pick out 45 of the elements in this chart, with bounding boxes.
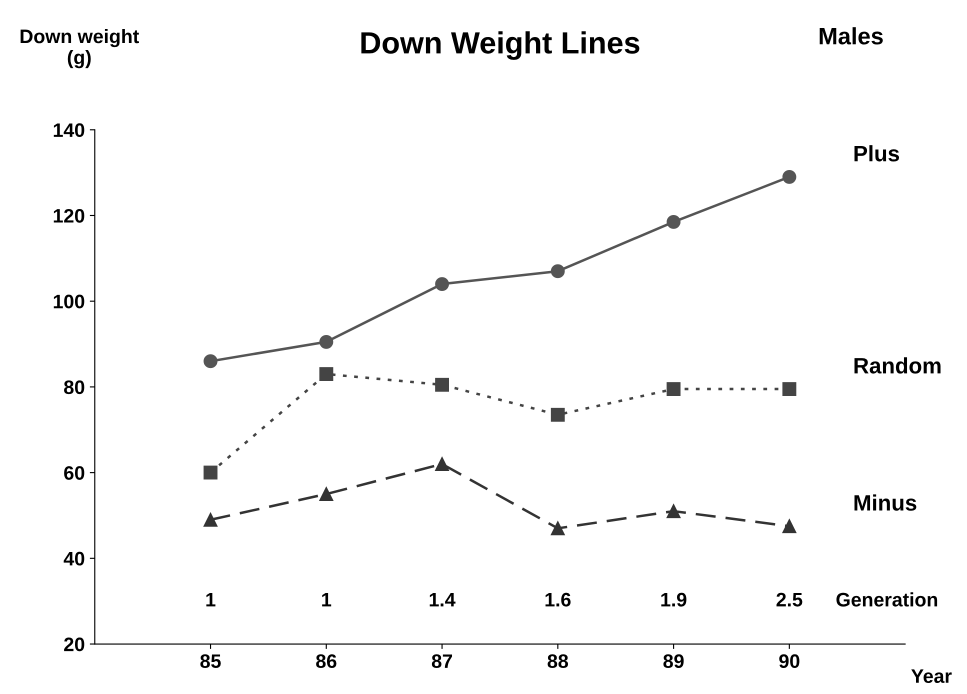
point: [204, 512, 218, 527]
x-tick-label: 87: [432, 654, 452, 668]
point: [550, 521, 565, 536]
text: Random: [854, 357, 941, 374]
point: [435, 277, 449, 291]
point: [782, 519, 796, 534]
point: [666, 214, 681, 229]
x-tick-label: 86: [316, 654, 336, 668]
point: [204, 354, 218, 368]
x-tick-label: 85: [200, 654, 221, 668]
point: [319, 334, 334, 349]
annotation: 2.5: [776, 592, 802, 607]
point: [319, 367, 334, 381]
y-tick-label: 100: [54, 294, 84, 308]
point: [550, 264, 565, 278]
y-tick-label: 80: [64, 380, 84, 394]
annotation: 1: [322, 593, 332, 606]
y-tick-label: 60: [64, 466, 84, 480]
y-tick-label: 120: [54, 208, 84, 223]
annotation: 1.6: [546, 592, 571, 607]
point: [435, 378, 449, 392]
annotation: 1.4: [430, 593, 456, 606]
point: [319, 487, 334, 501]
x-axis-title: Year: [911, 669, 952, 683]
y-axis-title: Down weight (g): [20, 28, 139, 68]
point: [550, 408, 565, 422]
text: Minus: [854, 494, 916, 511]
x-tick-label: 88: [548, 654, 568, 668]
text: Males: [820, 27, 883, 45]
text: Plus: [854, 145, 900, 162]
point: [782, 382, 796, 396]
chart-title: Down Weight Lines: [361, 31, 640, 60]
point: [435, 457, 449, 471]
annotation: Generation: [836, 592, 938, 607]
annotation: 1.9: [661, 592, 686, 607]
point: [204, 466, 218, 480]
x-tick-label: 90: [779, 654, 800, 668]
y-tick-label: 140: [54, 123, 84, 138]
point: [782, 170, 796, 184]
y-tick-label: 20: [64, 638, 84, 652]
annotation: 1: [206, 593, 216, 606]
y-tick-label: 40: [64, 552, 84, 566]
point: [666, 504, 681, 518]
x-tick-label: 89: [663, 654, 684, 668]
point: [666, 382, 681, 396]
